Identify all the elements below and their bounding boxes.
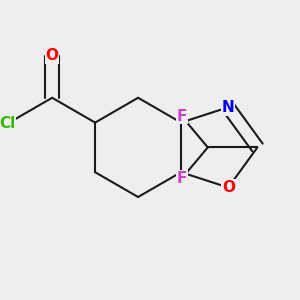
Text: N: N (222, 100, 235, 115)
Text: O: O (222, 180, 235, 195)
Text: F: F (176, 171, 187, 186)
Text: Cl: Cl (0, 116, 15, 131)
Text: F: F (176, 109, 187, 124)
Text: O: O (46, 48, 59, 63)
